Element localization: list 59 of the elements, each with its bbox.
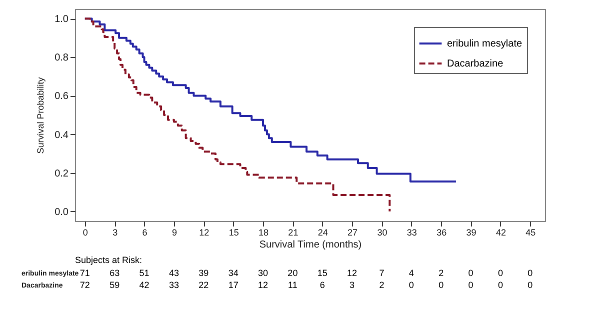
text: 4 xyxy=(408,268,414,278)
y-tick-label: 1.0 xyxy=(54,14,69,26)
legend-label: eribulin mesylate xyxy=(447,38,522,50)
text: 72 xyxy=(80,280,90,290)
y-axis-title: Survival Probability xyxy=(36,76,46,154)
text: 0 xyxy=(438,280,444,290)
x-tick-label: 42 xyxy=(496,228,506,238)
x-tick-label: 15 xyxy=(228,228,239,238)
text: 7 xyxy=(379,268,384,278)
x-tick-label: 3 xyxy=(112,228,118,238)
x-tick-label: 30 xyxy=(377,228,388,238)
text: 3 xyxy=(350,280,355,290)
x-tick-label: 12 xyxy=(199,228,210,238)
text: 63 xyxy=(110,268,120,278)
x-tick-label: 27 xyxy=(348,228,358,238)
x-axis-title: Survival Time (months) xyxy=(259,240,362,250)
x-tick-label: 18 xyxy=(258,228,269,238)
text: 30 xyxy=(258,268,268,278)
text: 0 xyxy=(408,280,414,290)
y-tick-label: 0.4 xyxy=(54,130,69,141)
text: 12 xyxy=(347,268,358,278)
text: 51 xyxy=(139,268,150,278)
text: 71 xyxy=(80,268,90,278)
text: 0 xyxy=(528,280,533,290)
text: 59 xyxy=(110,280,120,290)
x-tick-label: 45 xyxy=(526,228,536,238)
text: 39 xyxy=(198,268,209,278)
text: 42 xyxy=(139,280,150,290)
y-tick-label: 0.6 xyxy=(54,91,69,102)
text: 6 xyxy=(320,280,325,290)
x-tick-label: 21 xyxy=(288,228,298,238)
text: 20 xyxy=(288,268,298,278)
text: 33 xyxy=(168,280,179,290)
text: 43 xyxy=(168,268,179,278)
text: Subjects at Risk: xyxy=(75,255,142,265)
text: 12 xyxy=(258,280,268,290)
x-tick-label: 9 xyxy=(172,228,177,238)
y-tick-label: 0.0 xyxy=(54,206,69,218)
legend-label: Dacarbazine xyxy=(447,58,504,70)
x-tick-label: 0 xyxy=(82,228,88,238)
text: 34 xyxy=(228,268,238,278)
text: 0 xyxy=(468,268,474,278)
x-tick-label: 24 xyxy=(318,228,328,238)
x-tick-label: 39 xyxy=(466,228,476,238)
text: 15 xyxy=(317,268,328,278)
text: 0 xyxy=(498,280,503,290)
y-tick-label: 0.2 xyxy=(54,168,69,180)
x-tick-label: 36 xyxy=(436,228,447,238)
text: 0 xyxy=(498,268,503,278)
text: 0 xyxy=(528,268,533,278)
text: 22 xyxy=(198,280,209,290)
x-tick-label: 6 xyxy=(142,228,148,238)
text: 2 xyxy=(379,280,384,290)
text: 17 xyxy=(228,280,238,290)
text: 11 xyxy=(288,280,298,290)
x-tick-label: 33 xyxy=(406,228,417,238)
y-tick-label: 0.8 xyxy=(54,52,69,64)
text: 2 xyxy=(438,268,444,278)
text: 0 xyxy=(468,280,474,290)
